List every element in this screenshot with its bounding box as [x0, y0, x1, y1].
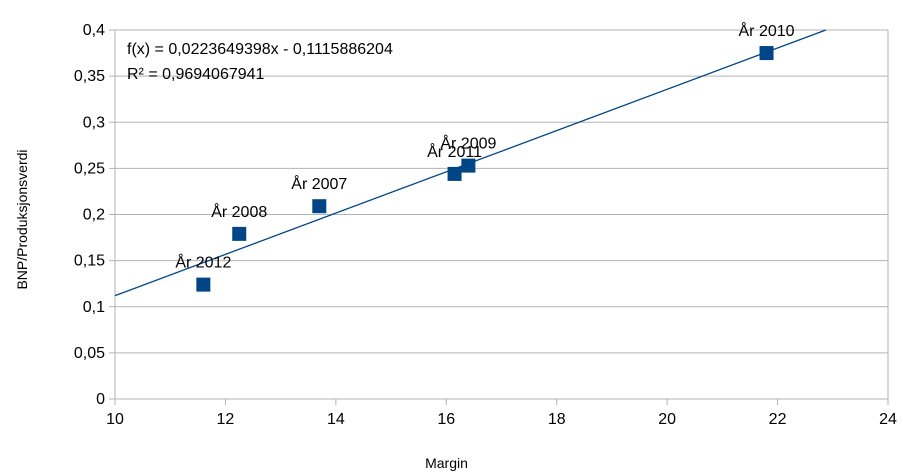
data-point-label: År 2012: [175, 253, 231, 272]
y-tick-label: 0,4: [83, 22, 105, 39]
y-tick-label: 0: [96, 391, 105, 408]
x-tick-label: 14: [327, 411, 345, 428]
data-point: [312, 199, 327, 214]
x-tick-label: 22: [769, 411, 787, 428]
y-axis-title: BNP/Produksjonsverdi: [14, 149, 30, 289]
y-tick-label: 0,15: [74, 253, 105, 270]
data-point-label: År 2011: [427, 142, 482, 161]
data-point: [196, 277, 211, 292]
data-point: [759, 46, 774, 61]
gridlines: [115, 29, 888, 400]
data-point-label: År 2008: [211, 202, 267, 221]
data-point: [232, 226, 247, 241]
data-point: [461, 158, 476, 173]
x-tick-label: 18: [548, 411, 566, 428]
x-tick-label: 20: [658, 411, 676, 428]
axes: [109, 29, 889, 405]
y-tick-label: 0,25: [74, 160, 105, 177]
x-tick-label: 10: [106, 411, 124, 428]
y-tick-label: 0,35: [74, 68, 105, 85]
y-tick-label: 0,1: [83, 299, 105, 316]
x-tick-label: 16: [437, 411, 455, 428]
y-tick-label: 0,2: [83, 207, 105, 224]
trendline-r-squared: R² = 0,9694067941: [127, 66, 265, 83]
data-point: [447, 166, 462, 181]
data-points: [196, 46, 774, 292]
data-point-label: År 2009: [440, 134, 496, 153]
x-axis-title: Margin: [425, 455, 468, 471]
y-tick-label: 0,05: [74, 345, 105, 362]
y-tick-label: 0,3: [83, 114, 105, 131]
tick-labels: 0 0,05 0,1 0,15 0,2 0,25 0,3 0,35 0,4 10 12 14 16 18 2…: [74, 22, 897, 428]
trendline-equation: f(x) = 0,0223649398x - 0,1115886204: [127, 41, 393, 58]
x-tick-label: 12: [217, 411, 235, 428]
data-point-label: År 2007: [291, 174, 347, 193]
data-point-label: År 2010: [739, 21, 795, 40]
x-tick-label: 24: [879, 411, 897, 428]
